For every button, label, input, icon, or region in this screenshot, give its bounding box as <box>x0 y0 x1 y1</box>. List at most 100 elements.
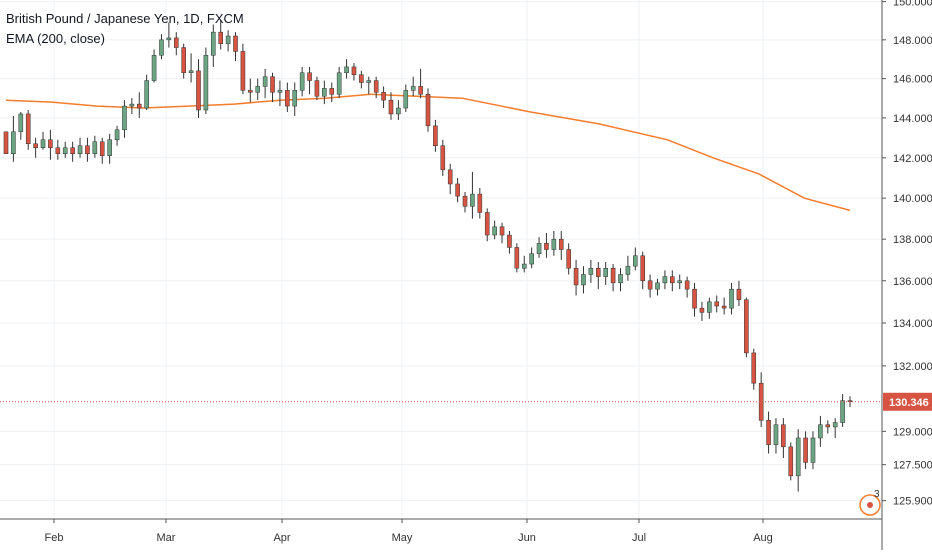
candle-body <box>70 147 75 155</box>
indicator-label[interactable]: EMA (200, close) <box>6 31 105 46</box>
candle <box>647 274 653 298</box>
candle-body <box>544 243 549 250</box>
ema-layer <box>5 93 851 212</box>
candle <box>77 137 83 158</box>
candle <box>529 247 534 269</box>
candle-body <box>159 39 164 56</box>
candle-body <box>359 74 364 83</box>
candle-body <box>692 288 697 309</box>
candle <box>159 34 164 60</box>
candle <box>840 394 845 427</box>
candle-body <box>151 55 157 81</box>
candle <box>55 139 61 160</box>
candle <box>270 72 275 103</box>
candle <box>573 259 579 296</box>
candle-body <box>832 422 838 428</box>
candle-body <box>625 265 631 275</box>
candle <box>736 280 742 307</box>
candle <box>662 270 668 290</box>
candle-body <box>647 280 653 290</box>
y-tick-label: 142.000 <box>893 153 932 165</box>
candle-body <box>551 238 557 250</box>
candle-body <box>462 195 468 207</box>
candle <box>499 222 505 244</box>
candle <box>721 297 727 315</box>
candle-body <box>99 141 105 157</box>
candle <box>618 268 623 292</box>
candle <box>566 243 571 275</box>
candle <box>181 43 186 79</box>
candle-body <box>840 400 845 423</box>
candle-body <box>418 86 423 95</box>
candle <box>440 139 446 176</box>
candle-body <box>270 76 275 93</box>
candle-body <box>48 139 53 148</box>
candle <box>633 247 638 271</box>
candle-body <box>248 90 253 93</box>
candle-body <box>447 169 453 185</box>
candle-body <box>196 70 201 111</box>
candles <box>3 20 853 492</box>
alert-badge-icon: 3 <box>859 489 881 516</box>
candle <box>551 230 557 256</box>
candle <box>188 53 194 83</box>
candle <box>285 82 290 112</box>
candle-body <box>714 301 720 307</box>
candle-body <box>507 234 512 248</box>
candle <box>581 266 586 294</box>
candle-body <box>18 113 24 133</box>
candle <box>62 141 68 158</box>
chart-legend: British Pound / Japanese Yen, 1D, FXCM E… <box>6 9 244 49</box>
candle <box>122 100 127 138</box>
candle <box>684 276 690 298</box>
y-tick-label: 132.000 <box>893 361 932 373</box>
ema-line <box>5 93 851 212</box>
candle <box>136 92 142 118</box>
candle-body <box>455 183 460 197</box>
candle-body <box>795 437 801 477</box>
candle-body <box>499 226 505 236</box>
candle-body <box>721 305 727 309</box>
candle-body <box>218 31 223 44</box>
candle-body <box>484 212 490 236</box>
candle <box>299 66 305 97</box>
candle-body <box>610 267 616 284</box>
symbol-title[interactable]: British Pound / Japanese Yen, 1D, FXCM <box>6 11 244 26</box>
candle <box>751 348 757 390</box>
y-tick-label: 127.500 <box>893 460 932 472</box>
candle-body <box>307 72 312 81</box>
candle-body <box>40 139 46 148</box>
candle <box>744 297 749 358</box>
candle <box>151 49 157 83</box>
last-price-tag-label: 130.346 <box>889 397 929 409</box>
candle-body <box>396 107 401 115</box>
y-tick-label: 134.000 <box>893 318 932 330</box>
candle <box>99 137 105 164</box>
candle <box>322 80 327 105</box>
candle <box>388 92 394 120</box>
candle-body <box>529 253 534 265</box>
candle-body <box>655 282 660 290</box>
x-tick-label: Jul <box>632 532 646 544</box>
candle <box>610 264 616 292</box>
candle-body <box>477 193 483 213</box>
candle <box>248 78 253 103</box>
candle-body <box>618 274 623 284</box>
candle <box>129 98 135 114</box>
candle <box>677 274 683 290</box>
y-tick-label: 148.000 <box>893 35 932 47</box>
candle <box>351 63 357 81</box>
candle-body <box>558 238 564 250</box>
candle <box>255 78 261 101</box>
candle <box>536 237 542 258</box>
candle <box>544 232 549 258</box>
candle-body <box>633 255 638 267</box>
candle <box>640 251 645 290</box>
candle <box>277 80 283 107</box>
candle <box>825 420 831 434</box>
y-tick-label: 150.000 <box>893 0 932 9</box>
candle <box>262 68 268 99</box>
